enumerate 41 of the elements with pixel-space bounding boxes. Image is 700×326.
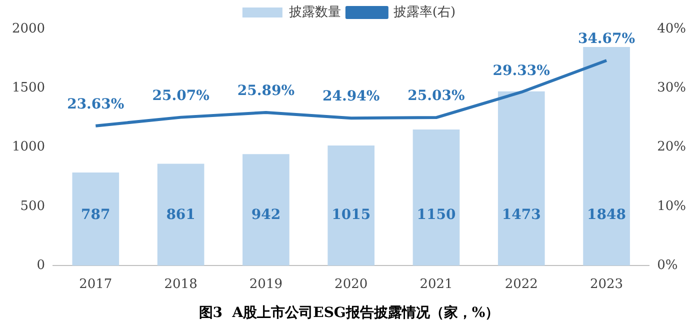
data-label: 861 xyxy=(166,207,196,224)
data-label: 1150 xyxy=(416,207,456,224)
data-label: 29.33% xyxy=(492,62,550,79)
x-tick-label: 2022 xyxy=(504,276,538,292)
x-tick-label: 2021 xyxy=(420,276,453,292)
x-tick-label: 2017 xyxy=(79,276,112,292)
x-tick-label: 2018 xyxy=(164,276,198,292)
y2-tick-label: 40% xyxy=(657,21,686,36)
y2-tick-label: 20% xyxy=(657,140,686,155)
data-label: 24.94% xyxy=(322,88,380,105)
data-label: 1848 xyxy=(587,207,626,224)
x-tick-label: 2020 xyxy=(334,276,368,292)
data-label: 1473 xyxy=(502,207,541,224)
bar xyxy=(583,46,630,266)
data-label: 25.03% xyxy=(408,88,465,104)
bar xyxy=(498,91,545,266)
data-label: 787 xyxy=(81,207,110,224)
bar xyxy=(412,130,460,266)
y2-tick-label: 10% xyxy=(657,198,686,214)
data-label: 23.63% xyxy=(67,96,124,112)
y-tick-label: 0 xyxy=(36,258,46,273)
y-tick-label: 1500 xyxy=(12,80,46,96)
y2-tick-label: 30% xyxy=(657,80,686,96)
data-label: 1015 xyxy=(332,207,371,224)
legend-label: 披露数量 xyxy=(288,4,341,20)
bar xyxy=(157,164,204,266)
data-label: 34.67% xyxy=(578,31,636,48)
legend-label: 披露率(右) xyxy=(393,4,456,20)
data-label: 942 xyxy=(251,207,281,224)
x-tick-label: 2019 xyxy=(249,276,282,292)
y-tick-label: 500 xyxy=(20,198,46,214)
data-label: 25.89% xyxy=(237,83,295,100)
bar xyxy=(242,154,290,266)
y-tick-label: 1000 xyxy=(12,140,46,155)
bar xyxy=(72,172,120,266)
y2-tick-label: 0% xyxy=(657,258,678,273)
data-label: 25.07% xyxy=(152,88,210,104)
x-tick-label: 2023 xyxy=(590,276,624,292)
bar xyxy=(328,146,375,266)
y-tick-label: 2000 xyxy=(12,21,46,36)
text: 图3 A股上市公司ESG报告披露情况（家，%） xyxy=(198,304,500,322)
